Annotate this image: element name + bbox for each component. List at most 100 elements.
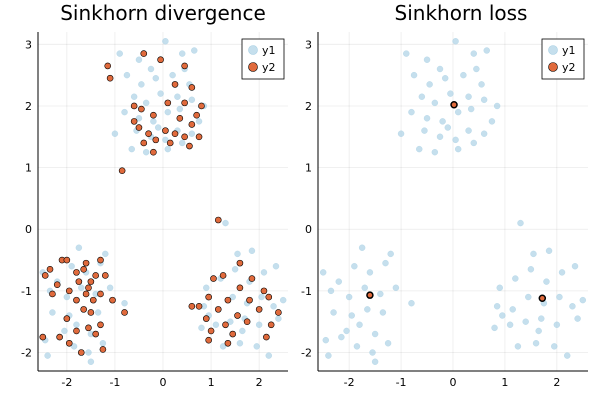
data-point (543, 278, 550, 285)
data-point (195, 302, 203, 310)
x-tick-label: 2 (553, 376, 560, 389)
data-point (509, 306, 516, 313)
data-point (525, 293, 532, 301)
data-point (164, 99, 172, 107)
data-point (470, 139, 477, 147)
data-point (181, 99, 188, 107)
data-point (162, 127, 169, 134)
data-point (135, 124, 143, 131)
data-point (181, 133, 188, 141)
data-point (431, 99, 439, 107)
data-point (49, 309, 56, 316)
data-point (421, 127, 428, 134)
data-point (77, 349, 85, 356)
data-point (154, 124, 162, 131)
data-point (480, 96, 488, 104)
data-point (205, 293, 212, 301)
data-point (532, 340, 540, 347)
data-point (186, 142, 193, 150)
chart-title: Sinkhorn loss (395, 1, 528, 25)
data-point (517, 219, 524, 227)
y-tick-label: 3 (25, 38, 32, 51)
data-point (171, 130, 179, 137)
data-point (442, 75, 449, 82)
data-point (338, 333, 345, 341)
data-point (157, 90, 164, 97)
data-point (87, 309, 95, 316)
legend-marker (248, 45, 258, 55)
x-tick-label: 1 (501, 376, 508, 389)
data-point (152, 75, 159, 82)
data-point (219, 272, 227, 279)
data-point (164, 145, 172, 153)
data-point (145, 130, 152, 137)
data-point (535, 327, 542, 335)
data-point (234, 312, 241, 319)
data-point (483, 47, 490, 54)
data-point (68, 263, 75, 270)
data-point (224, 296, 232, 304)
legend-marker (248, 62, 258, 72)
y-tick-label: 1 (305, 162, 312, 175)
data-point (243, 318, 251, 325)
data-point (538, 315, 545, 322)
data-point (198, 102, 205, 110)
data-point (382, 259, 389, 267)
data-point (166, 139, 174, 147)
data-point (351, 263, 358, 270)
data-point (327, 287, 335, 295)
data-point (87, 358, 95, 365)
data-point (135, 56, 143, 63)
data-point (239, 327, 246, 335)
data-point (470, 50, 477, 57)
data-point (222, 321, 229, 329)
series-y1 (319, 38, 587, 365)
data-point (207, 327, 215, 335)
data-point (97, 290, 104, 298)
data-point (418, 93, 426, 100)
data-point (491, 324, 498, 332)
data-point (229, 330, 237, 338)
data-point (92, 272, 99, 279)
data-point (140, 139, 148, 147)
legend-label: y2 (262, 61, 276, 74)
legend-label: y1 (262, 44, 276, 57)
y-tick-label: 0 (305, 223, 312, 236)
data-point (493, 303, 501, 310)
data-point (553, 321, 561, 328)
data-point (345, 293, 353, 301)
data-point (480, 130, 488, 137)
data-point (556, 293, 563, 301)
data-point (135, 115, 143, 122)
data-point (224, 339, 232, 347)
data-point (322, 336, 329, 344)
data-point (99, 346, 107, 353)
data-point (460, 71, 467, 79)
data-point (169, 71, 176, 79)
data-point (488, 118, 496, 125)
data-point (452, 38, 459, 45)
data-point (263, 333, 270, 341)
data-point (142, 148, 150, 156)
data-point (478, 81, 485, 88)
data-point (188, 302, 196, 310)
data-point (335, 278, 342, 285)
series-y2 (366, 100, 547, 303)
data-point (275, 315, 282, 322)
data-point (138, 105, 145, 113)
data-point (258, 293, 265, 301)
legend-label: y1 (562, 44, 576, 57)
y-tick-label: -1 (301, 285, 312, 298)
data-point (231, 266, 239, 273)
data-point (236, 284, 244, 292)
data-point (454, 145, 462, 153)
data-point (353, 343, 361, 350)
series-y2 (39, 50, 282, 356)
data-point (174, 93, 181, 100)
data-point (53, 281, 61, 289)
data-point (465, 127, 472, 134)
data-point (397, 130, 405, 137)
